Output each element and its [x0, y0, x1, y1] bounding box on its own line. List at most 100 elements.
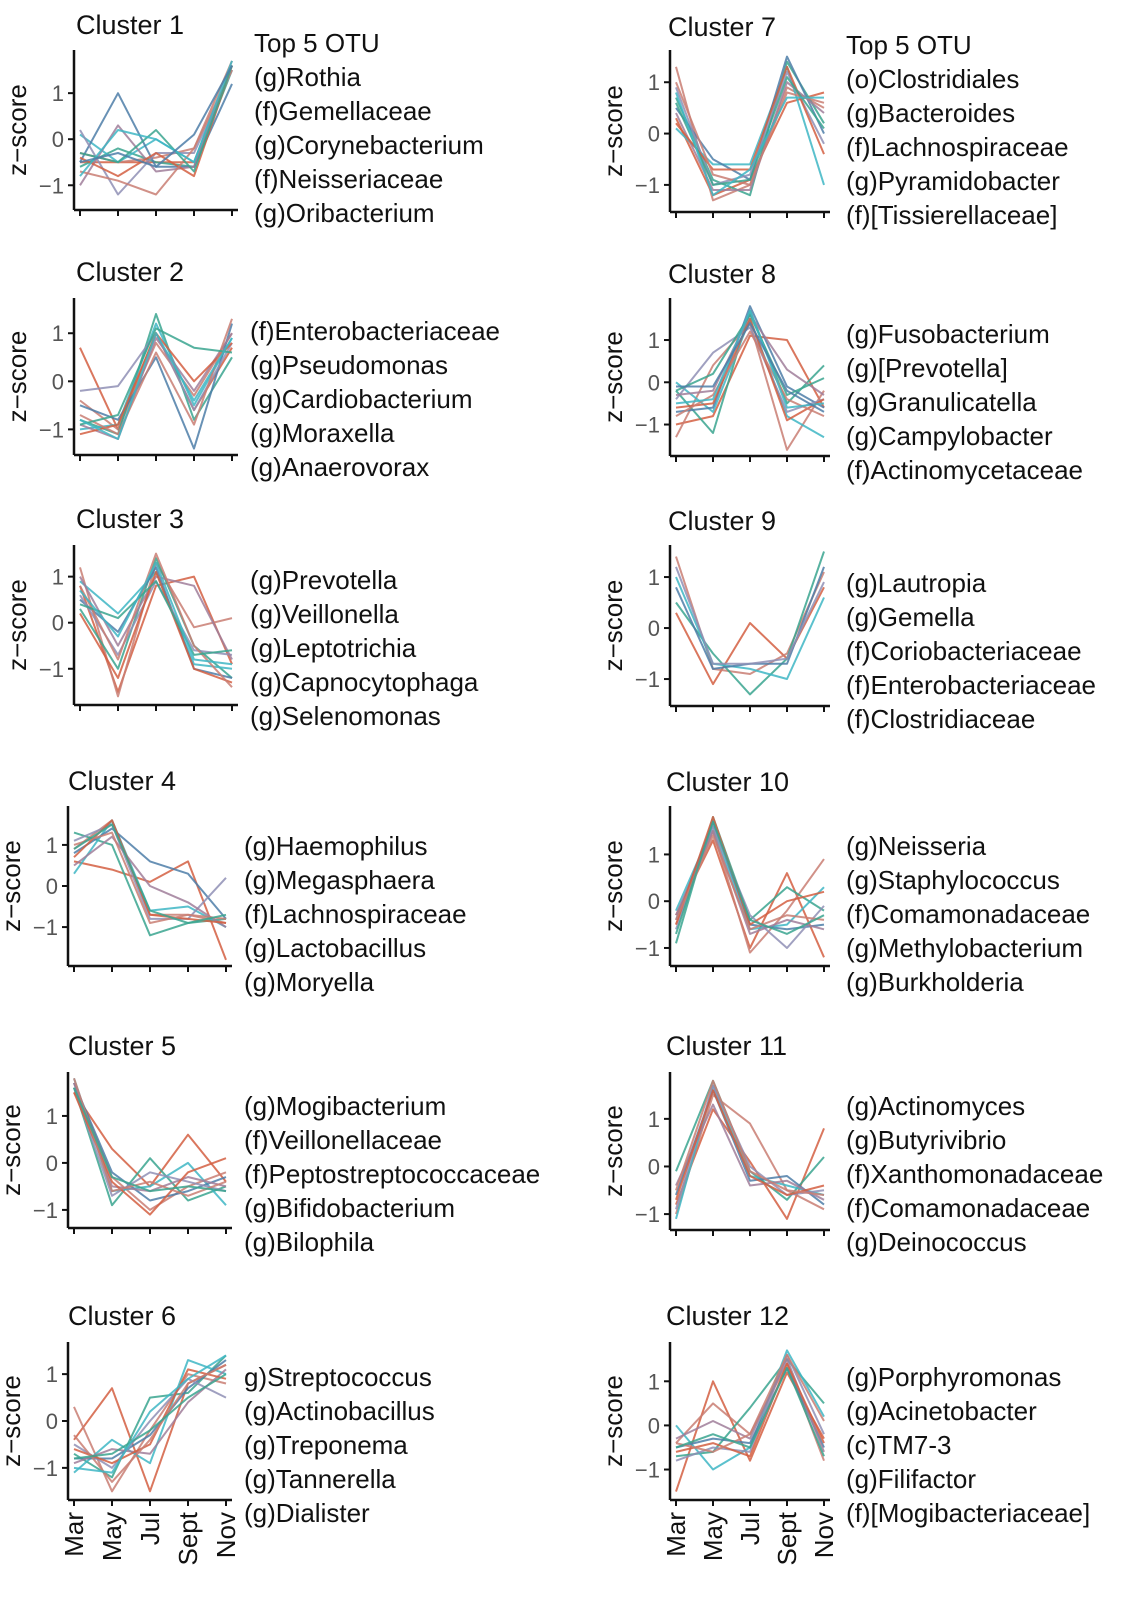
series-line	[675, 820, 825, 935]
series-line	[79, 332, 233, 440]
otu-label: (f)Gemellaceae	[254, 96, 432, 126]
otu-label: (g)Pyramidobacter	[846, 166, 1060, 196]
y-axis-label: z−score	[598, 1375, 628, 1467]
y-axis-label: z−score	[598, 85, 628, 177]
y-tick-label: 0	[46, 1151, 58, 1176]
x-tick-label: Nov	[809, 1512, 839, 1558]
y-tick-label: 0	[648, 889, 660, 914]
otu-label: (g)Filifactor	[846, 1464, 976, 1494]
series-lines	[79, 60, 233, 196]
cluster-panel-8: Cluster 8 1 0 −1 z−score (g)Fusobacterium (g)[…	[598, 259, 1083, 485]
series-line	[675, 313, 825, 396]
x-tick-label: Jul	[735, 1512, 765, 1545]
series-line	[73, 831, 227, 937]
y-tick-label: −1	[635, 667, 660, 692]
otu-label: (f)Comamonadaceae	[846, 899, 1090, 929]
otu-label: (f)Comamonadaceae	[846, 1193, 1090, 1223]
otu-label: (g)Lautropia	[846, 568, 987, 598]
x-tick-label: May	[97, 1512, 127, 1561]
otu-label: (g)Prevotella	[250, 565, 398, 595]
series-line	[79, 580, 233, 656]
otu-label: (g)Pseudomonas	[250, 350, 448, 380]
y-axis-label: z−score	[598, 331, 628, 423]
otu-label: (g)Bifidobacterium	[244, 1193, 455, 1223]
y-tick-label: −1	[33, 915, 58, 940]
y-axis-label: z−score	[0, 1104, 26, 1196]
otu-label: (g)[Prevotella]	[846, 353, 1008, 383]
y-tick-label: 0	[648, 616, 660, 641]
otu-label: (g)Veillonella	[250, 599, 399, 629]
series-line	[675, 1362, 825, 1458]
y-tick-label: −1	[39, 417, 64, 442]
otu-label: (g)Corynebacterium	[254, 130, 484, 160]
series-line	[79, 65, 233, 178]
series-line	[73, 1363, 227, 1483]
panel-title: Cluster 9	[668, 506, 776, 536]
cluster-panel-7: Cluster 7 1 0 −1 z−score Top 5 OTU (o)Clostrid…	[598, 12, 1069, 230]
series-line	[73, 1368, 227, 1465]
series-line	[73, 835, 227, 928]
y-tick-label: 1	[648, 842, 660, 867]
otu-label: (f)Enterobacteriaceae	[846, 670, 1096, 700]
series-line	[79, 65, 233, 173]
series-line	[79, 327, 233, 426]
y-tick-label: 0	[648, 1154, 660, 1179]
panel-title: Cluster 8	[668, 259, 776, 289]
otu-label: (g)Moraxella	[250, 418, 395, 448]
series-line	[73, 1354, 227, 1479]
series-line	[73, 1087, 227, 1193]
series-line	[675, 1367, 825, 1457]
otu-label: (g)Rothia	[254, 62, 361, 92]
otu-label: g)Streptococcus	[244, 1362, 432, 1392]
series-line	[73, 1077, 227, 1197]
otu-label: (g)Cardiobacterium	[250, 384, 473, 414]
series-line	[675, 1367, 825, 1449]
otu-label: (g)Porphyromonas	[846, 1362, 1061, 1392]
otu-label: (g)Granulicatella	[846, 387, 1037, 417]
otu-label: (g)Anaerovorax	[250, 452, 429, 482]
series-line	[675, 566, 825, 665]
series-line	[73, 1087, 227, 1197]
cluster-panel-1: Cluster 1 1 0 −1 z−score Top 5 OTU (g)Rothia (f…	[2, 10, 484, 228]
y-tick-label: 0	[648, 370, 660, 395]
series-line	[675, 92, 824, 197]
otu-label: (f)Neisseriaceae	[254, 164, 443, 194]
series-line	[73, 1368, 227, 1465]
series-lines	[73, 1077, 227, 1216]
y-tick-label: 1	[648, 1107, 660, 1132]
series-line	[79, 318, 233, 436]
panel-title: Cluster 10	[666, 767, 789, 797]
x-tick-label: Mar	[661, 1512, 691, 1557]
series-line	[675, 576, 825, 680]
y-tick-label: 1	[52, 321, 64, 346]
series-line	[675, 330, 825, 418]
y-tick-label: 1	[52, 81, 64, 106]
series-line	[675, 309, 825, 409]
x-tick-label: May	[698, 1512, 728, 1561]
y-tick-label: 0	[648, 1413, 660, 1438]
y-axis-label: z−score	[598, 580, 628, 672]
otu-label: (g)Deinococcus	[846, 1227, 1027, 1257]
cluster-panel-10: Cluster 10 1 0 −1 z−score (g)Neisseria (g)Stap…	[598, 767, 1090, 997]
otu-label: (g)Actinomyces	[846, 1091, 1025, 1121]
series-line	[675, 816, 825, 926]
y-tick-label: 0	[52, 127, 64, 152]
cluster-panel-9: Cluster 9 1 0 −1 z−score (g)Lautropia (g)Gemel…	[598, 506, 1096, 734]
x-tick-label: Sept	[173, 1511, 203, 1565]
series-line	[79, 557, 233, 679]
series-line	[675, 305, 825, 413]
panel-title: Cluster 6	[68, 1301, 176, 1331]
y-tick-label: −1	[39, 173, 64, 198]
cluster-panel-4: Cluster 4 1 0 −1 z−score (g)Haemophilus (g)Meg…	[0, 766, 467, 997]
y-tick-label: −1	[635, 1202, 660, 1227]
series-line	[73, 1373, 227, 1460]
panel-title: Cluster 7	[668, 12, 776, 42]
y-tick-label: −1	[33, 1456, 58, 1481]
otu-label: (g)Campylobacter	[846, 421, 1053, 451]
otu-label: (g)Mogibacterium	[244, 1091, 446, 1121]
otu-label: (g)Dialister	[244, 1498, 370, 1528]
y-tick-label: 1	[648, 70, 660, 95]
series-line	[73, 1363, 227, 1493]
cluster-panel-2: Cluster 2 1 0 −1 z−score (f)Enterobacteriacea…	[2, 257, 500, 482]
